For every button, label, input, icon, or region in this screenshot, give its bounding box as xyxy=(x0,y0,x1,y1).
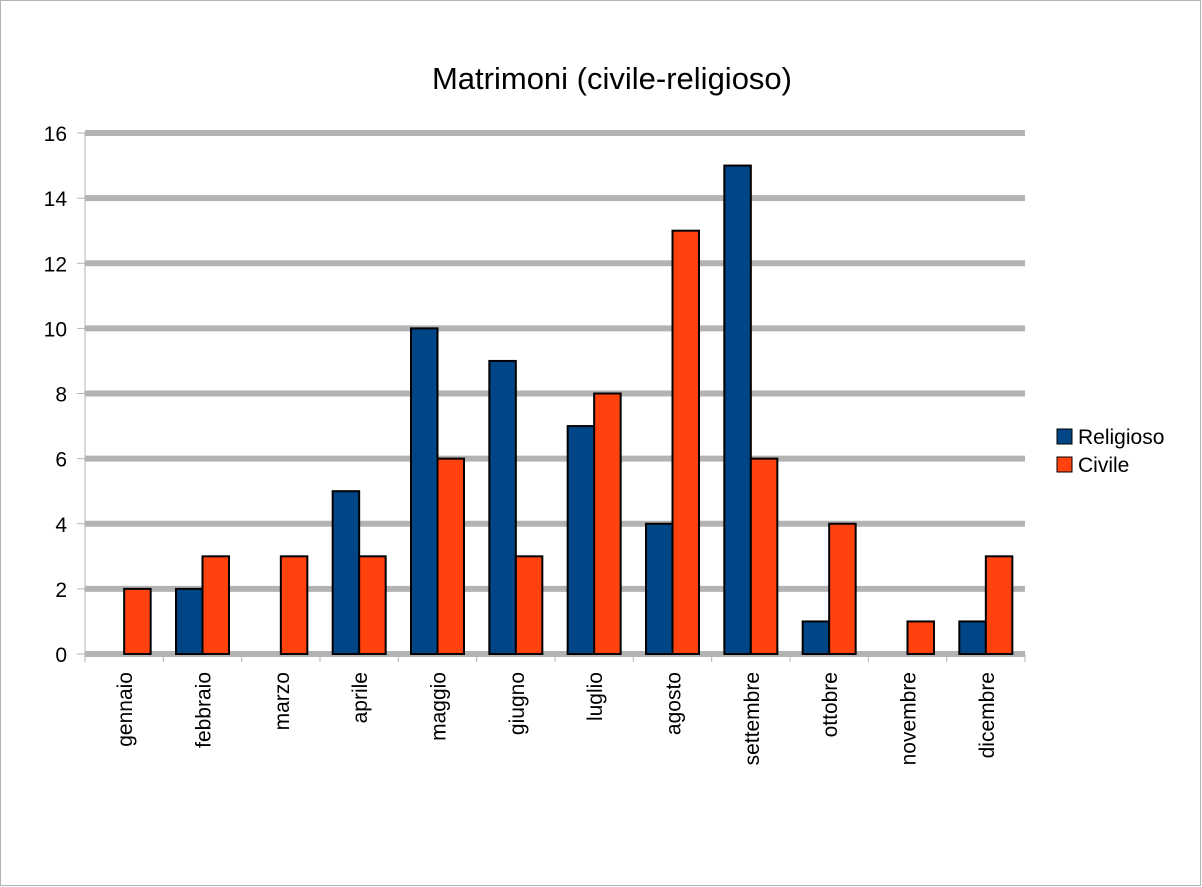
gridlines xyxy=(85,130,1025,657)
x-tick-label: maggio xyxy=(428,672,451,741)
legend-label: Religioso xyxy=(1078,426,1164,449)
y-tick-label: 8 xyxy=(55,384,67,407)
bar xyxy=(671,229,700,655)
bar xyxy=(123,587,152,655)
bar xyxy=(828,522,857,655)
x-tick-label: settembre xyxy=(741,672,764,765)
bar xyxy=(645,522,674,655)
x-tick-label: giugno xyxy=(506,672,529,735)
legend: Religioso Civile xyxy=(1056,426,1164,477)
legend-swatch xyxy=(1056,428,1073,445)
bar xyxy=(749,457,779,655)
bar xyxy=(723,164,752,655)
bar xyxy=(958,620,987,655)
y-tick-label: 6 xyxy=(55,449,67,472)
x-tick-label: agosto xyxy=(663,672,686,735)
x-tick-label: novembre xyxy=(898,672,921,765)
bar xyxy=(488,359,517,655)
x-tick-label: dicembre xyxy=(976,672,999,758)
bar xyxy=(410,327,439,655)
y-tick-label: 0 xyxy=(55,644,67,667)
y-tick-label: 14 xyxy=(44,188,68,211)
y-tick-label: 2 xyxy=(55,579,67,602)
bars xyxy=(123,164,1014,655)
x-tick-label: febbraio xyxy=(193,672,216,748)
bar xyxy=(201,555,230,655)
x-tick-label: gennaio xyxy=(114,672,137,747)
chart-title: Matrimoni (civile-religioso) xyxy=(432,61,792,96)
y-tick-label: 4 xyxy=(55,514,67,537)
axes: 0 2 4 6 8 10 12 14 16 gennaio febbraio marzo aprile m… xyxy=(44,123,1026,765)
bar xyxy=(514,555,544,655)
bar xyxy=(331,490,361,655)
bar xyxy=(984,555,1014,655)
bar xyxy=(593,392,622,655)
x-tick-label: aprile xyxy=(349,672,372,723)
bar xyxy=(358,555,387,655)
y-tick-label: 10 xyxy=(44,318,67,341)
bar xyxy=(175,587,204,655)
x-tick-label: marzo xyxy=(271,672,294,730)
bar xyxy=(436,457,465,655)
bar xyxy=(801,620,831,655)
x-tick-label: luglio xyxy=(584,672,607,721)
legend-swatch xyxy=(1056,456,1073,473)
y-tick-label: 16 xyxy=(44,123,67,146)
x-tick-label: ottobre xyxy=(819,672,842,737)
bar xyxy=(279,555,309,655)
bar xyxy=(906,620,935,655)
bar xyxy=(566,425,596,655)
legend-label: Civile xyxy=(1078,454,1129,477)
y-tick-label: 12 xyxy=(44,253,67,276)
